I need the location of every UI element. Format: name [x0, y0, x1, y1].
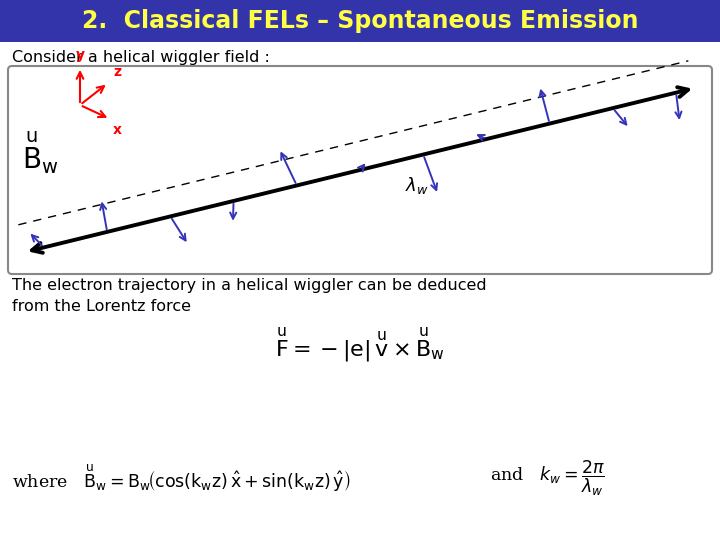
Text: The electron trajectory in a helical wiggler can be deduced
from the Lorentz for: The electron trajectory in a helical wig… — [12, 278, 487, 314]
Text: x: x — [113, 123, 122, 137]
Text: Consider a helical wiggler field :: Consider a helical wiggler field : — [12, 50, 270, 65]
Bar — [0, 0, 720, 42]
Text: and   $k_w = \dfrac{2\pi}{\lambda_w}$: and $k_w = \dfrac{2\pi}{\lambda_w}$ — [490, 458, 605, 498]
Text: $\overset{\sf u}{F} = -|e|\,\overset{\sf u}{v} \times \overset{\sf u}{B}_w$: $\overset{\sf u}{F} = -|e|\,\overset{\sf… — [275, 326, 445, 365]
Text: $\overset{\sf u}{B}_{\sf w}$: $\overset{\sf u}{B}_{\sf w}$ — [22, 130, 58, 176]
Text: $\lambda_w$: $\lambda_w$ — [405, 175, 429, 196]
Text: z: z — [113, 65, 121, 79]
Text: y: y — [76, 48, 84, 62]
FancyBboxPatch shape — [8, 66, 712, 274]
Text: where   $\overset{\sf u}{B}_w = B_w\!\left(\cos(k_w z)\,\hat{x} + \sin(k_w z)\,\: where $\overset{\sf u}{B}_w = B_w\!\left… — [12, 462, 351, 494]
Text: 2.  Classical FELs – Spontaneous Emission: 2. Classical FELs – Spontaneous Emission — [82, 9, 638, 33]
